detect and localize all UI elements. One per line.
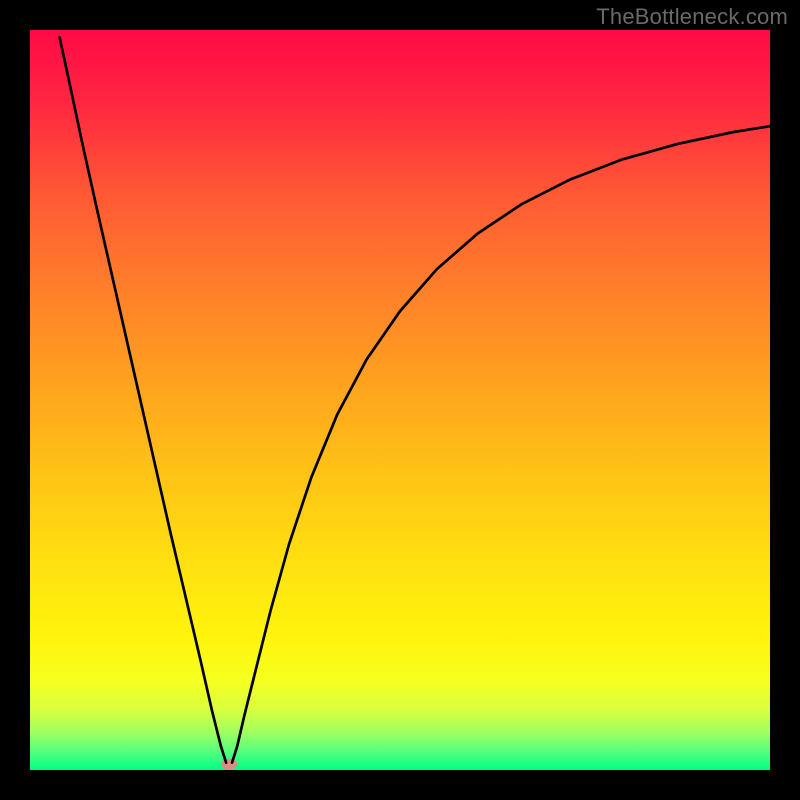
bottleneck-chart xyxy=(0,0,800,800)
chart-container: TheBottleneck.com xyxy=(0,0,800,800)
minimum-marker xyxy=(221,759,237,770)
watermark-text: TheBottleneck.com xyxy=(596,4,788,30)
